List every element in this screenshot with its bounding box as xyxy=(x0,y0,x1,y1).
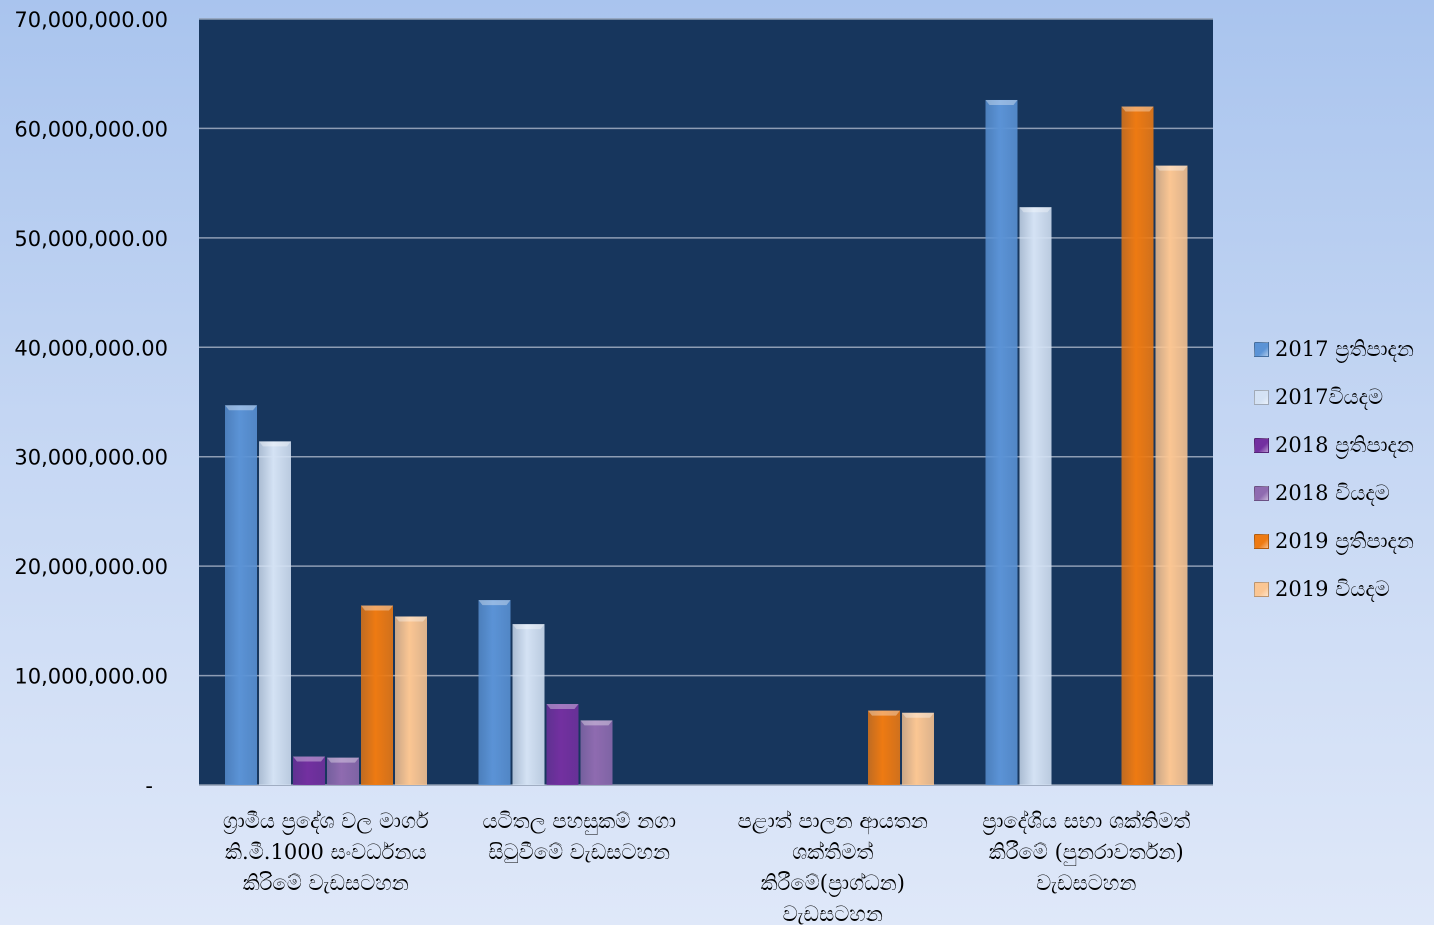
bar xyxy=(225,405,257,785)
bar-highlight xyxy=(985,99,1018,105)
legend-swatch xyxy=(1254,533,1269,549)
legend-label: 2017 ප්‍රතිපාදන xyxy=(1275,336,1414,361)
legend-label: 2018 වියදම xyxy=(1275,480,1390,505)
x-tick-label: ග්‍රාමීය ප්‍රදේශ වල මාර්ග කි.මී.1000 සංවර… xyxy=(223,809,429,895)
bar-highlight xyxy=(1019,207,1052,213)
bar-highlight xyxy=(395,616,427,622)
legend-swatch xyxy=(1254,341,1269,357)
y-tick-label: 30,000,000.00 xyxy=(14,446,168,470)
legend-swatch xyxy=(1254,437,1269,453)
bar-highlight xyxy=(580,720,613,726)
legend-item: 2017 ප්‍රතිපාදන xyxy=(1254,325,1414,373)
legend-label: 2017වියදම xyxy=(1275,384,1384,409)
bar-highlight xyxy=(1121,106,1154,112)
bar xyxy=(546,704,579,785)
bar-highlight xyxy=(546,704,579,710)
bar xyxy=(902,712,934,785)
y-tick-label: 20,000,000.00 xyxy=(14,555,168,579)
bar xyxy=(985,99,1018,785)
bar xyxy=(1155,165,1188,786)
y-tick-label: 10,000,000.00 xyxy=(14,665,168,689)
bar xyxy=(512,624,545,785)
legend-item: 2017වියදම xyxy=(1254,373,1414,421)
bar-highlight xyxy=(902,712,934,718)
legend-label: 2018 ප්‍රතිපාදන xyxy=(1275,432,1414,457)
bar-highlight xyxy=(478,600,511,606)
legend-item: 2018 ප්‍රතිපාදන xyxy=(1254,421,1414,469)
y-tick-label: 70,000,000.00 xyxy=(14,8,168,32)
bar xyxy=(1019,207,1052,785)
bar-highlight xyxy=(225,405,257,411)
legend-item: 2019 ප්‍රතිපාදන xyxy=(1254,517,1414,565)
bar xyxy=(478,600,511,785)
bar-highlight xyxy=(512,624,545,630)
x-tick-label: ප්‍රාදේශිය සභා ශක්තිමත් කිරීමේ (පුනරාවර්ත… xyxy=(982,809,1190,895)
bar-highlight xyxy=(361,605,393,611)
bar xyxy=(1121,106,1154,786)
y-tick-label: - xyxy=(145,774,153,798)
bar xyxy=(868,710,900,785)
legend-swatch xyxy=(1254,389,1269,405)
legend-label: 2019 වියදම xyxy=(1275,576,1390,601)
bar xyxy=(293,756,325,785)
bar xyxy=(395,616,427,785)
bar xyxy=(580,720,613,785)
legend-swatch xyxy=(1254,485,1269,501)
y-tick-label: 50,000,000.00 xyxy=(14,227,168,251)
x-tick-label: පළාත් පාලන ආයතන ශක්තිමත් කිරීමේ(ප්‍රාග්ධන)… xyxy=(738,809,928,925)
bar-highlight xyxy=(868,710,900,716)
legend-label: 2019 ප්‍රතිපාදන xyxy=(1275,528,1414,553)
legend: 2017 ප්‍රතිපාදන 2017වියදම 2018 ප්‍රතිපාදන 2… xyxy=(1254,325,1414,613)
legend-item: 2019 වියදම xyxy=(1254,565,1414,613)
legend-item: 2018 වියදම xyxy=(1254,469,1414,517)
plot-area xyxy=(199,19,1213,785)
bar xyxy=(327,757,359,785)
y-tick-label: 60,000,000.00 xyxy=(14,117,168,141)
bar-highlight xyxy=(259,441,291,447)
legend-swatch xyxy=(1254,581,1269,597)
bar xyxy=(361,605,393,785)
bar-highlight xyxy=(293,756,325,762)
bar xyxy=(259,441,291,785)
bar-highlight xyxy=(327,757,359,763)
x-tick-label: යටිතල පහසුකම් නගා සිටුවීමේ වැඩසටහන xyxy=(482,809,676,864)
bar-highlight xyxy=(1155,165,1188,171)
y-tick-label: 40,000,000.00 xyxy=(14,336,168,360)
